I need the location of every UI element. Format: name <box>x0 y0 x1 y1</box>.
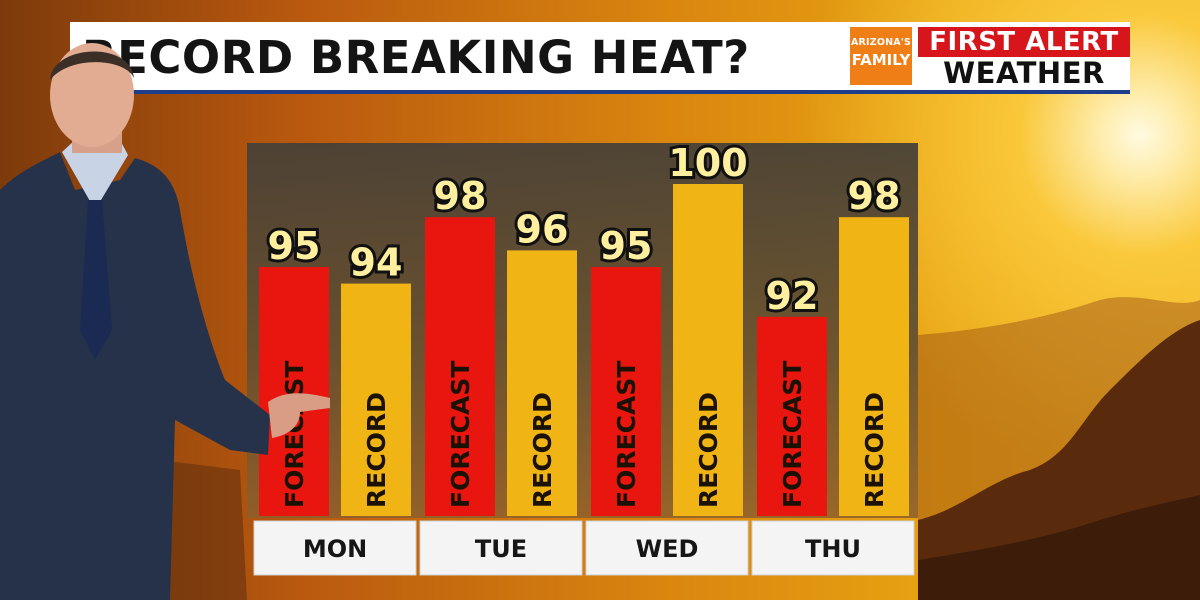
bar-series-label: FORECAST <box>280 361 309 508</box>
bar-series-label: FORECAST <box>778 361 807 508</box>
day-label-wed: WED <box>636 535 699 563</box>
bar-tue-record <box>507 250 577 516</box>
bar-mon-record <box>341 283 411 516</box>
bar-series-label: RECORD <box>528 392 557 508</box>
day-label-tue: TUE <box>475 535 527 563</box>
value-label: 92 <box>766 274 819 318</box>
first-alert-logo: FIRST ALERT WEATHER <box>918 27 1130 89</box>
alert-logo-line-2: WEATHER <box>943 56 1105 90</box>
bar-mon-forecast <box>259 267 329 516</box>
bar-wed-record <box>673 184 743 516</box>
day-box <box>253 520 417 576</box>
value-label: 96 <box>516 207 569 251</box>
value-label: 100 <box>668 143 747 185</box>
logo-line-1: ARIZONA'S <box>850 37 912 48</box>
alert-logo-line-1: FIRST ALERT <box>918 27 1130 57</box>
bar-thu-forecast <box>757 316 827 516</box>
chart-panel: 95 FORECAST 94 RECORD MON 98 FORECAST 96 RECORD T… <box>247 143 918 576</box>
presenter <box>0 43 330 600</box>
bar-wed-forecast <box>591 267 661 516</box>
page-title: RECORD BREAKING HEAT? <box>82 31 750 84</box>
day-label-mon: MON <box>303 535 367 563</box>
day-box <box>419 520 583 576</box>
bar-tue-forecast <box>425 217 495 516</box>
value-label: 94 <box>350 241 403 285</box>
day-box <box>751 520 915 576</box>
bar-series-label: FORECAST <box>612 361 641 508</box>
title-bar: RECORD BREAKING HEAT? ARIZONA'S FAMILY F… <box>70 22 1130 94</box>
logo-line-2: FAMILY <box>851 51 911 69</box>
day-box <box>585 520 749 576</box>
value-label: 95 <box>268 224 321 268</box>
day-label-thu: THU <box>805 535 861 563</box>
bar-series-label: RECORD <box>362 392 391 508</box>
value-label: 98 <box>848 174 901 218</box>
bar-series-label: FORECAST <box>446 361 475 508</box>
value-label: 98 <box>434 174 487 218</box>
value-label: 95 <box>600 224 653 268</box>
bar-series-label: RECORD <box>860 392 889 508</box>
station-logo: ARIZONA'S FAMILY <box>850 27 912 85</box>
bar-thu-record <box>839 217 909 516</box>
bar-series-label: RECORD <box>694 392 723 508</box>
heat-bar-chart: 95FORECAST94RECORDMON98FORECAST96RECORDT… <box>253 143 915 576</box>
